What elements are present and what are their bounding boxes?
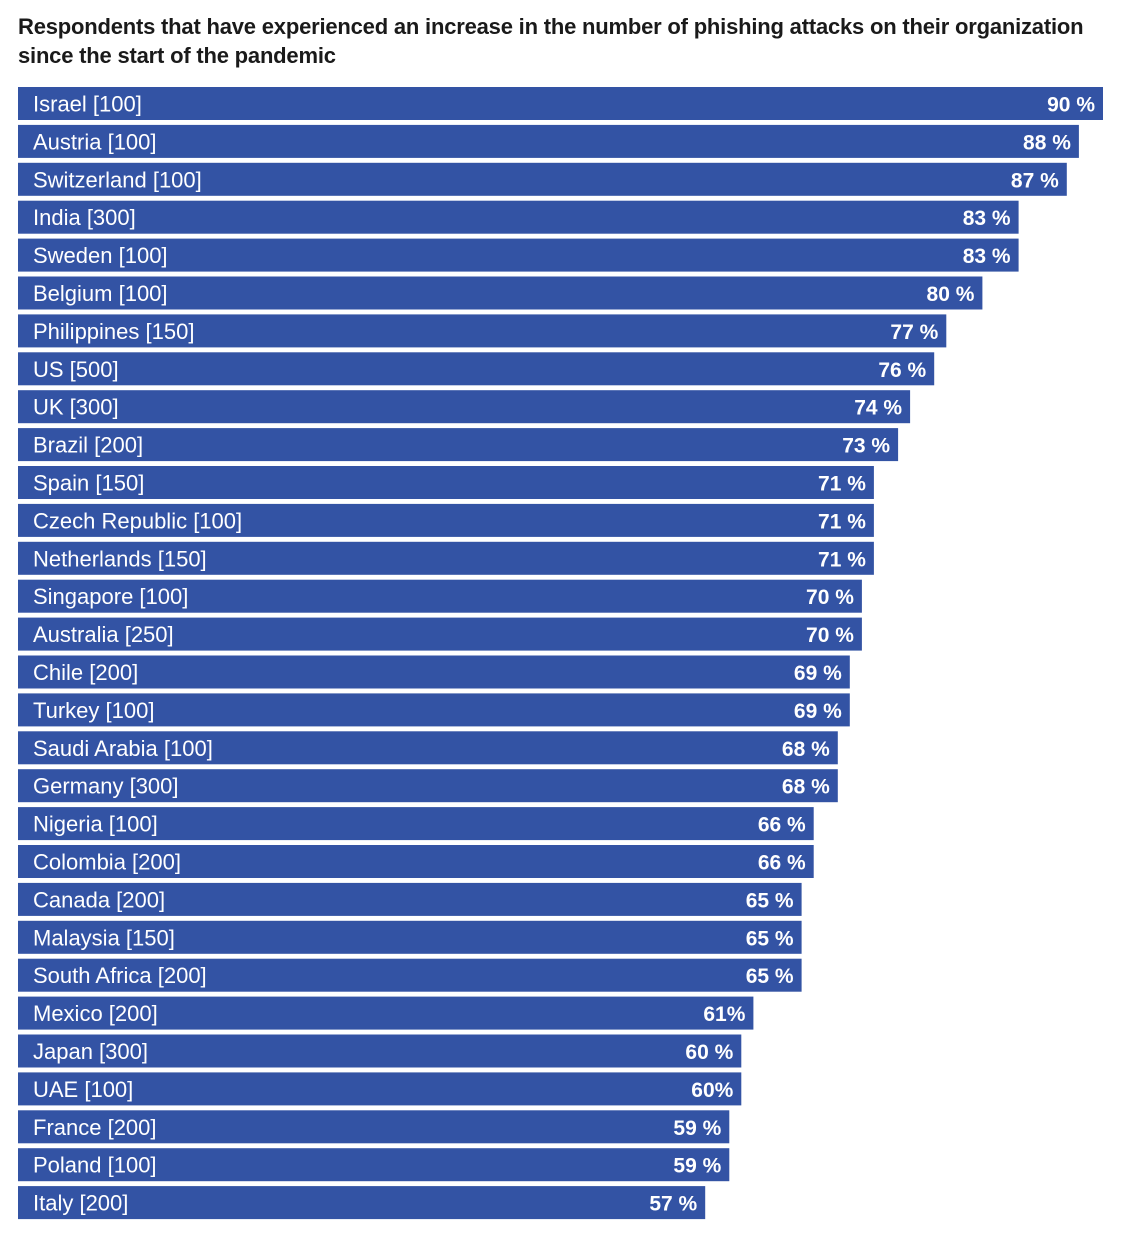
category-label: India [300] — [33, 205, 136, 230]
value-label: 57 % — [649, 1193, 697, 1216]
bar — [18, 579, 862, 613]
value-label: 70 % — [806, 624, 854, 647]
bar — [18, 731, 838, 765]
value-label: 88 % — [1023, 131, 1071, 154]
bar — [18, 162, 1067, 196]
category-label: Mexico [200] — [33, 1001, 158, 1026]
bar — [18, 124, 1079, 158]
bar — [18, 996, 754, 1030]
bar — [18, 1034, 742, 1068]
value-label: 65 % — [746, 965, 794, 988]
bar — [18, 428, 899, 462]
bar — [18, 200, 1019, 234]
bar — [18, 276, 983, 310]
bar — [18, 503, 874, 537]
value-label: 76 % — [878, 359, 926, 382]
bar — [18, 958, 802, 992]
category-label: Canada [200] — [33, 887, 165, 912]
bar — [18, 882, 802, 916]
bar — [18, 541, 874, 575]
value-label: 69 % — [794, 700, 842, 723]
bar — [18, 655, 850, 689]
bar — [18, 1186, 706, 1220]
category-label: Philippines [150] — [33, 319, 194, 344]
bar — [18, 807, 814, 841]
bar — [18, 1110, 730, 1144]
value-label: 65 % — [746, 927, 794, 950]
category-label: Singapore [100] — [33, 584, 188, 609]
bar — [18, 314, 947, 348]
bar — [18, 238, 1019, 272]
value-label: 71 % — [818, 548, 866, 571]
value-label: 80 % — [927, 283, 975, 306]
category-label: Belgium [100] — [33, 281, 168, 306]
category-label: Sweden [100] — [33, 243, 168, 268]
bar — [18, 466, 874, 499]
value-label: 74 % — [854, 397, 902, 420]
bar — [18, 87, 1103, 120]
value-label: 61% — [703, 1003, 745, 1026]
bar — [18, 617, 862, 651]
category-label: Malaysia [150] — [33, 925, 175, 950]
value-label: 68 % — [782, 776, 830, 799]
bar — [18, 1072, 742, 1106]
bar — [18, 693, 850, 727]
category-label: Nigeria [100] — [33, 812, 158, 837]
category-label: Netherlands [150] — [33, 546, 207, 571]
category-label: Poland [100] — [33, 1153, 157, 1178]
value-label: 83 % — [963, 245, 1011, 268]
category-label: Austria [100] — [33, 129, 157, 154]
value-label: 69 % — [794, 662, 842, 685]
category-label: Spain [150] — [33, 471, 144, 496]
category-label: South Africa [200] — [33, 963, 207, 988]
value-label: 73 % — [842, 435, 890, 458]
category-label: Switzerland [100] — [33, 167, 202, 192]
value-label: 66 % — [758, 852, 806, 875]
value-label: 83 % — [963, 207, 1011, 230]
value-label: 71 % — [818, 473, 866, 496]
category-label: Japan [300] — [33, 1039, 148, 1064]
bars-group: Israel [100] 90 % Austria [100] 88 % Switzer… — [18, 87, 1103, 1220]
category-label: Israel [100] — [33, 92, 142, 117]
category-label: UK [300] — [33, 395, 119, 420]
value-label: 60% — [691, 1079, 733, 1102]
category-label: Czech Republic [100] — [33, 508, 242, 533]
category-label: Brazil [200] — [33, 433, 143, 458]
value-label: 66 % — [758, 814, 806, 837]
category-label: US [500] — [33, 357, 119, 382]
value-label: 59 % — [673, 1117, 721, 1140]
value-label: 68 % — [782, 738, 830, 761]
category-label: Germany [300] — [33, 774, 179, 799]
bar — [18, 845, 814, 878]
category-label: Italy [200] — [33, 1191, 128, 1216]
bar — [18, 352, 935, 386]
value-label: 90 % — [1047, 94, 1095, 117]
value-label: 65 % — [746, 889, 794, 912]
category-label: UAE [100] — [33, 1077, 133, 1102]
value-label: 60 % — [685, 1041, 733, 1064]
bar — [18, 1148, 730, 1182]
value-label: 87 % — [1011, 169, 1059, 192]
value-label: 59 % — [673, 1155, 721, 1178]
bar — [18, 390, 911, 424]
bar — [18, 769, 838, 803]
category-label: Colombia [200] — [33, 850, 181, 875]
chart-title: Respondents that have experienced an inc… — [18, 14, 1084, 68]
value-label: 71 % — [818, 510, 866, 533]
category-label: France [200] — [33, 1115, 157, 1140]
value-label: 77 % — [890, 321, 938, 344]
category-label: Chile [200] — [33, 660, 138, 685]
category-label: Turkey [100] — [33, 698, 154, 723]
category-label: Saudi Arabia [100] — [33, 736, 213, 761]
value-label: 70 % — [806, 586, 854, 609]
bar — [18, 920, 802, 954]
category-label: Australia [250] — [33, 622, 174, 647]
